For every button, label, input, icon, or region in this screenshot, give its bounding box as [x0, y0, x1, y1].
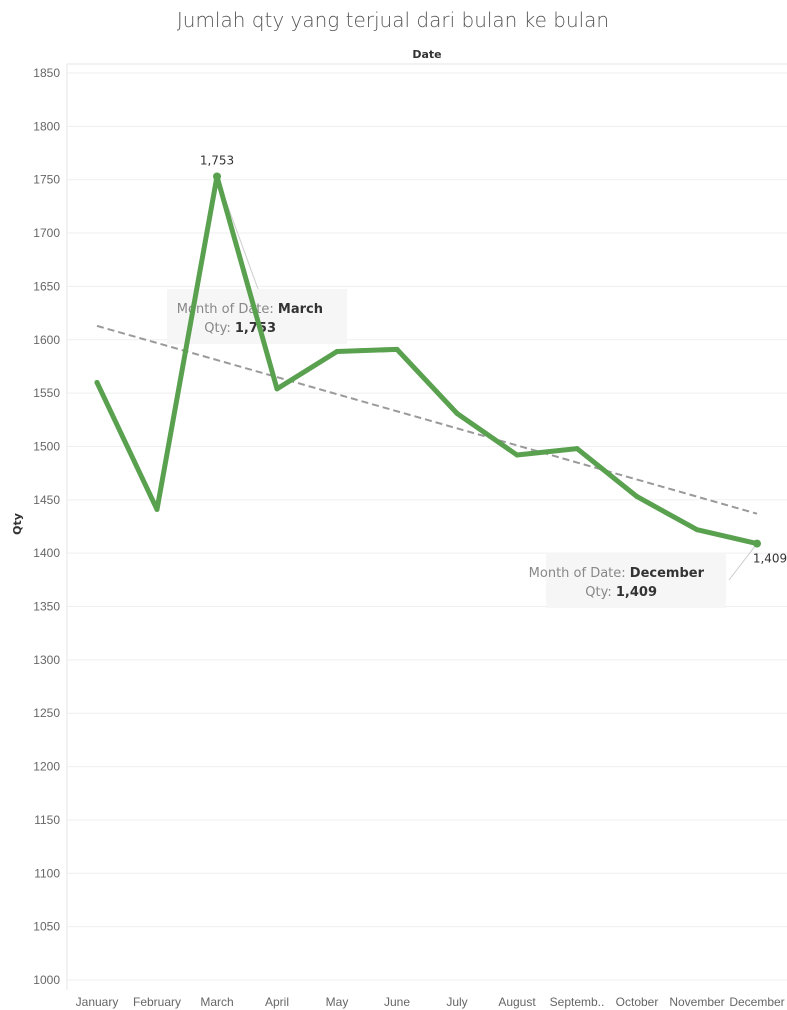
chart-title: Jumlah qty yang terjual dari bulan ke bu… — [177, 8, 609, 32]
x-tick-label: January — [76, 995, 119, 1009]
data-point — [94, 379, 100, 385]
annotation-key: Qty: — [204, 321, 235, 336]
y-tick-label: 1700 — [33, 226, 60, 240]
x-tick-label: March — [200, 995, 233, 1009]
annotation-line2: Qty: 1,409 — [585, 585, 657, 600]
data-point — [154, 506, 160, 512]
y-tick-label: 1750 — [33, 173, 60, 187]
y-tick-label: 1300 — [33, 653, 60, 667]
highlighted-point — [753, 539, 761, 548]
data-point — [454, 410, 460, 416]
annotation-value: March — [278, 302, 323, 317]
y-tick-label: 1350 — [33, 600, 60, 614]
column-header: Date — [412, 48, 441, 61]
x-tick-label: Septemb.. — [550, 995, 605, 1009]
annotation-line1: Month of Date: December — [529, 566, 705, 581]
y-tick-label: 1600 — [33, 333, 60, 347]
y-tick-label: 1100 — [34, 866, 60, 880]
data-label: 1,409 — [753, 552, 787, 566]
trend-line-group — [96, 324, 758, 515]
series-group — [94, 172, 761, 548]
data-point — [394, 346, 400, 352]
y-tick-label: 1400 — [33, 546, 60, 560]
data-point — [634, 494, 640, 500]
x-tick-label: October — [616, 995, 659, 1009]
x-tick-label: May — [326, 995, 349, 1009]
y-tick-label: 1650 — [33, 279, 60, 293]
data-point — [514, 452, 520, 458]
highlighted-point — [213, 172, 221, 181]
x-tick-label: November — [669, 995, 724, 1009]
annotation-line1: Month of Date: March — [177, 302, 323, 317]
trend-line — [96, 324, 758, 515]
y-tick-label: 1150 — [34, 813, 60, 827]
y-tick-label: 1800 — [33, 119, 60, 133]
annotation-value: 1,753 — [235, 321, 276, 336]
annotation-leader — [728, 543, 758, 581]
annotation-key: Month of Date: — [529, 566, 630, 581]
y-axis-label: Qty — [11, 513, 24, 535]
gridlines — [67, 72, 787, 981]
x-tick-labels: January February March April May June July Augu… — [76, 995, 785, 1009]
data-labels: 1,753 1,409 — [200, 154, 787, 566]
y-tick-label: 1450 — [33, 493, 60, 507]
x-tick-label: July — [446, 995, 467, 1009]
y-tick-label: 1000 — [33, 973, 60, 987]
annotation-value: December — [630, 566, 705, 581]
y-tick-label: 1550 — [33, 386, 60, 400]
y-tick-labels: 1000 1050 1100 1150 1200 1250 1300 1350 1400 1450… — [33, 66, 60, 987]
y-tick-label: 1500 — [33, 439, 60, 453]
annotation-value: 1,409 — [616, 585, 657, 600]
series-line — [94, 174, 760, 547]
y-tick-label: 1250 — [33, 706, 60, 720]
annotation-line2: Qty: 1,753 — [204, 321, 276, 336]
data-point — [574, 446, 580, 452]
y-tick-label: 1200 — [33, 760, 60, 774]
y-tick-label: 1050 — [33, 920, 60, 934]
x-tick-label: June — [384, 995, 410, 1009]
x-tick-label: February — [133, 995, 181, 1009]
data-label: 1,753 — [200, 154, 234, 168]
x-tick-label: April — [265, 995, 289, 1009]
data-point — [334, 349, 340, 355]
x-tick-label: December — [729, 995, 784, 1009]
data-point — [694, 527, 700, 533]
y-tick-label: 1850 — [33, 66, 60, 80]
data-point — [274, 386, 280, 392]
annotation-box — [546, 553, 726, 608]
x-tick-label: August — [498, 995, 536, 1009]
annotation-key: Qty: — [585, 585, 616, 600]
